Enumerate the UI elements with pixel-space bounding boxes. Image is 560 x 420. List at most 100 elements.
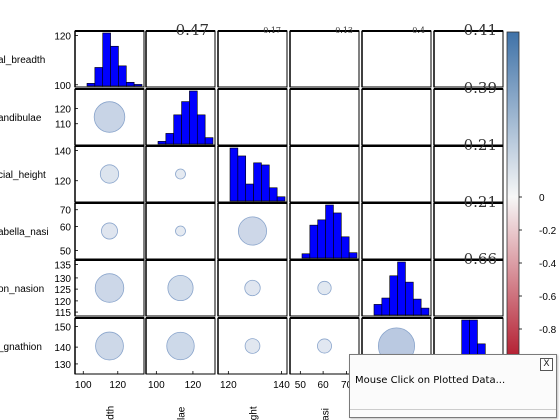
correlation-circle	[167, 274, 194, 302]
colorbar-tick-label: -0.4	[539, 259, 557, 270]
panel-0-2	[217, 30, 288, 88]
upper-correlation-labels: 0.47 0.17 0.13 0.4 0.41 0.39 0.21 0.21 0.66	[176, 21, 497, 268]
variable-label: al_breadth	[0, 55, 45, 66]
popup-scrollbar[interactable]	[350, 409, 556, 417]
correlation-label: 0.17	[263, 26, 281, 35]
y-tick-label: 60	[60, 223, 72, 234]
panel-3-4	[361, 202, 432, 260]
correlation-circle	[95, 331, 124, 361]
histogram-bar	[133, 84, 143, 87]
histogram-bar	[229, 147, 239, 202]
panel-1-5	[433, 88, 504, 146]
histogram-bar	[102, 32, 111, 87]
variable-label: cial_height	[0, 170, 46, 181]
histogram-bar	[276, 196, 286, 202]
colorbar-tick-label: -0.2	[539, 226, 557, 237]
x-axis-ticks: 100 120 100 120 120 140 50 60 70 readth ibulae heig…	[75, 371, 353, 420]
colorbar-tick-label: -0.8	[539, 325, 557, 336]
panel-2-4	[361, 145, 432, 203]
histogram-bar	[237, 155, 247, 202]
x-tick-label: 120	[109, 380, 126, 391]
y-tick-label: 120	[54, 31, 71, 42]
panel-4-5	[433, 259, 504, 317]
colorbar-tick-label: -0.6	[539, 292, 557, 303]
variable-label: _gnathion	[0, 342, 42, 353]
histogram-bar	[381, 297, 391, 316]
histogram-bar	[245, 183, 254, 202]
colorbar-tick-label: 0	[539, 193, 545, 204]
x-tick-label: 50	[295, 380, 307, 391]
correlation-circle	[166, 331, 195, 361]
histogram-bar	[204, 137, 214, 145]
colorbar: -0.8 -0.6 -0.4 -0.2 0	[506, 31, 557, 363]
correlation-circle	[175, 168, 186, 180]
correlation-label: 0.47	[176, 21, 209, 39]
correlation-circle	[99, 164, 120, 184]
correlation-circle	[93, 101, 126, 133]
close-button[interactable]: X	[540, 358, 553, 371]
histogram-bar	[165, 133, 175, 145]
correlation-circle	[317, 338, 332, 354]
histogram-bar	[325, 204, 334, 259]
histogram-bar	[268, 187, 278, 202]
histogram-bar	[405, 281, 414, 316]
x-variable-label: ibulae	[177, 406, 188, 420]
variable-labels: al_breadth andibulae cial_height abella_nas…	[0, 55, 49, 353]
panel-2-3	[289, 145, 360, 203]
x-tick-label: 120	[185, 380, 202, 391]
y-tick-label: 130	[54, 360, 71, 371]
correlation-circle	[244, 279, 261, 297]
correlation-label: 0.21	[464, 136, 497, 154]
variable-label: on_nasion	[0, 284, 44, 295]
histogram-bar	[110, 45, 119, 87]
histogram-bar	[373, 304, 383, 316]
x-tick-label: 120	[220, 380, 237, 391]
y-tick-label: 50	[60, 247, 72, 258]
histogram-bar	[309, 224, 319, 259]
panel-1-3	[289, 88, 360, 146]
correlation-label: 0.13	[335, 26, 353, 35]
y-tick-label: 140	[54, 343, 71, 354]
y-tick-label: 100	[54, 81, 71, 92]
y-tick-label: 115	[55, 308, 71, 319]
correlation-label: 0.41	[464, 21, 497, 39]
panel-1-4	[361, 88, 432, 146]
histogram-bar	[333, 212, 342, 259]
y-tick-label: 110	[55, 120, 71, 131]
histogram-bar	[181, 101, 190, 145]
histogram-bar	[261, 164, 270, 202]
histogram-bar	[301, 253, 311, 259]
correlation-circle	[244, 338, 261, 354]
correlation-label: 0.4	[412, 26, 425, 35]
correlation-circle	[317, 280, 332, 296]
histogram-bar	[420, 307, 430, 316]
histogram-bar	[196, 114, 206, 145]
panel-0-4	[361, 30, 432, 88]
y-tick-label: 125	[54, 285, 71, 296]
histogram-bar	[125, 81, 135, 87]
histogram-bar	[173, 114, 182, 145]
correlation-label: 0.66	[464, 250, 497, 268]
histogram-bar	[412, 298, 422, 316]
y-tick-label: 120	[54, 297, 71, 308]
panel-1-2	[217, 88, 288, 146]
y-tick-label: 120	[54, 177, 71, 188]
y-tick-label: 70	[60, 206, 72, 217]
data-click-popup: X Mouse Click on Plotted Data...	[349, 354, 557, 418]
panel-grid	[74, 30, 504, 375]
panel-0-3	[289, 30, 360, 88]
correlation-circle	[175, 225, 186, 237]
correlation-label: 0.21	[464, 193, 497, 211]
x-variable-label: _nasi	[321, 408, 332, 420]
x-tick-label: 140	[273, 380, 290, 391]
correlation-circle	[237, 216, 268, 246]
histogram-bar	[157, 141, 167, 145]
x-tick-label: 100	[148, 380, 165, 391]
panel-0-1	[145, 30, 216, 88]
y-tick-label: 130	[54, 274, 71, 285]
y-tick-label: 135	[54, 260, 71, 271]
histogram-bar	[317, 219, 326, 259]
popup-message: Mouse Click on Plotted Data...	[355, 375, 506, 386]
y-axis-ticks: 1001201101201201405060701151201251301351…	[54, 31, 78, 371]
y-tick-label: 120	[54, 105, 71, 116]
